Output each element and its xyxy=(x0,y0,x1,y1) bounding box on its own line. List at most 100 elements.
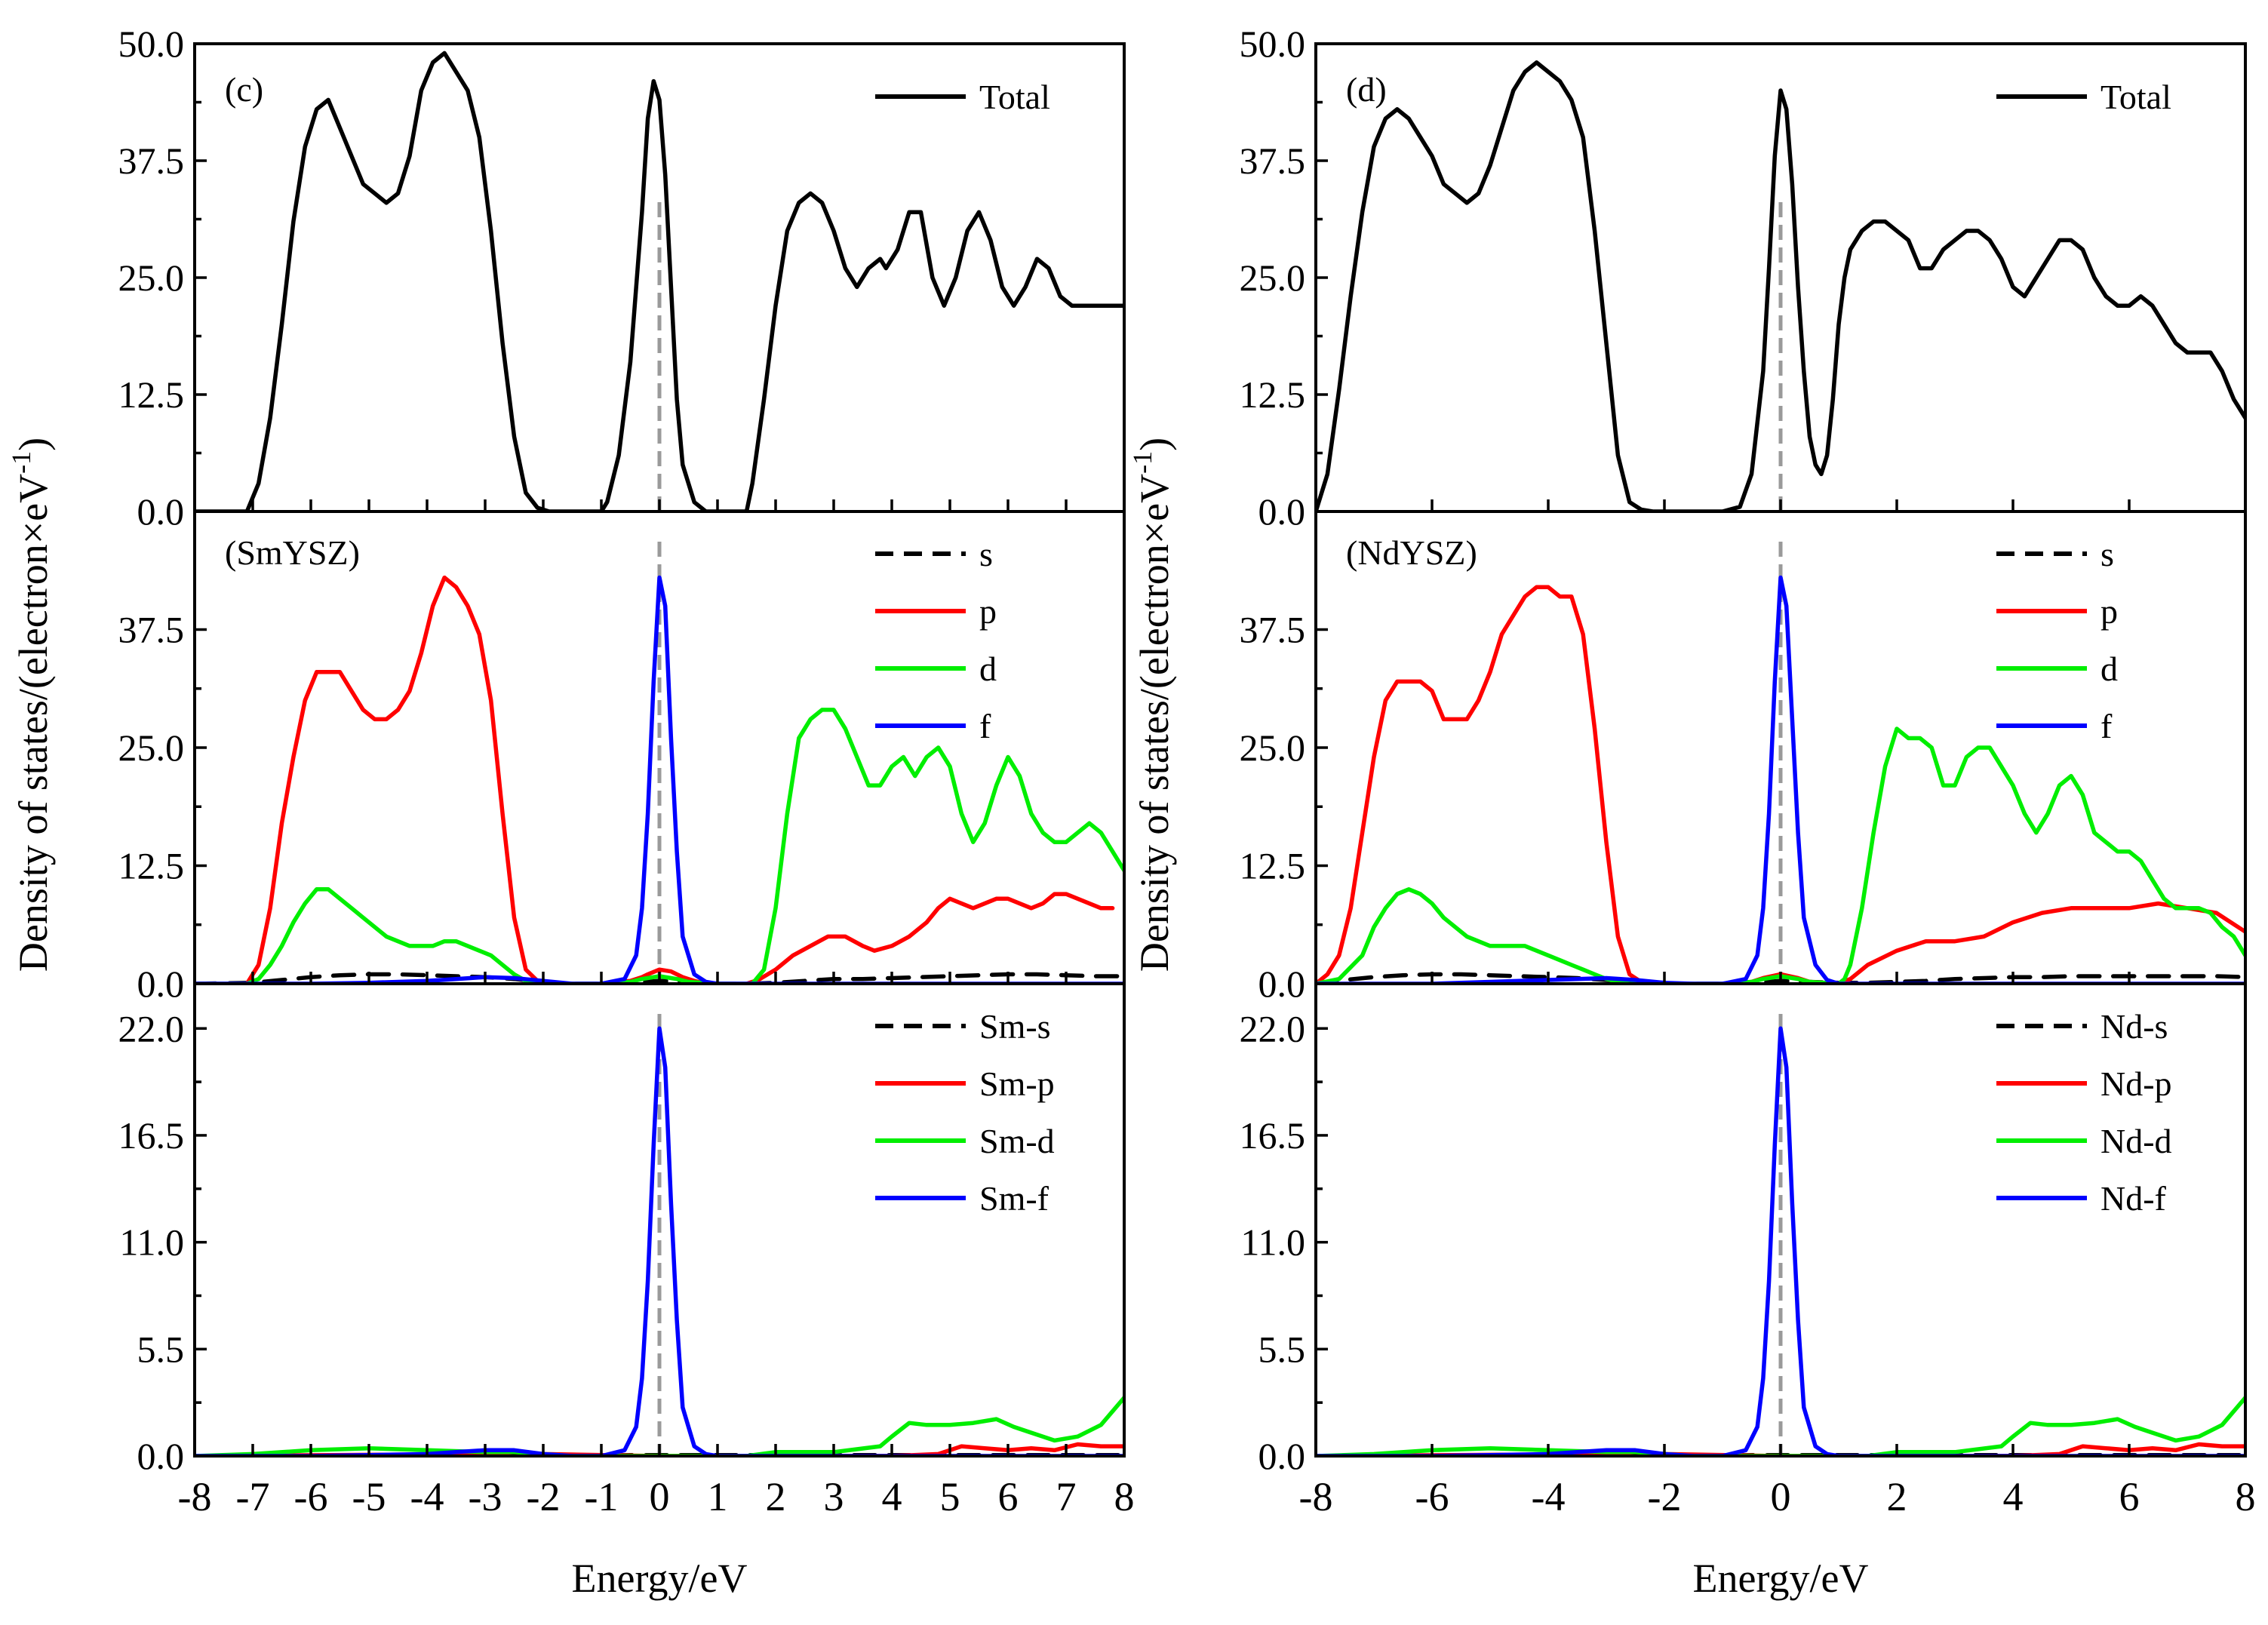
legend-label-s: s xyxy=(979,535,993,573)
y-axis-label: Density of states/(electron×eV-1) xyxy=(6,438,56,972)
x-tick-label: 1 xyxy=(708,1474,728,1519)
series-group xyxy=(195,575,1124,984)
y-axis-label-main: Density of states/(electron×eV xyxy=(1132,474,1177,972)
legend: Total xyxy=(1996,78,2171,116)
y-tick-label: 37.5 xyxy=(118,609,185,651)
x-tick-label: 2 xyxy=(1887,1474,1907,1519)
legend-label-d: d xyxy=(979,650,997,688)
y-tick-label: 37.5 xyxy=(1240,609,1306,651)
x-tick-label: -8 xyxy=(178,1474,212,1519)
subplot-nd-1: 0.0 12.5 25.0 37.5 50.0 (d) Total xyxy=(1240,23,2247,533)
x-tick-label: 4 xyxy=(2003,1474,2024,1519)
y-tick-label: 0.0 xyxy=(1258,490,1306,533)
x-tick-label: 7 xyxy=(1056,1474,1077,1519)
y-tick-label: 0.0 xyxy=(137,963,185,1005)
y-tick-label: 50.0 xyxy=(1240,23,1306,65)
y-axis-label: Density of states/(electron×eV-1) xyxy=(1127,438,1177,972)
series-line-nd-d xyxy=(1316,1395,2245,1456)
series-group xyxy=(1316,60,2245,511)
x-tick-label: 0 xyxy=(1771,1474,1791,1519)
legend-label-f: f xyxy=(2101,707,2113,745)
y-tick-label: 0.0 xyxy=(1258,963,1306,1005)
series-line-total xyxy=(195,51,1124,511)
y-axis-label-sup: -1 xyxy=(6,451,36,474)
legend-label-total: Total xyxy=(2101,78,2171,116)
legend-label-sm-d: Sm-d xyxy=(979,1122,1055,1160)
panel-tag: (c) xyxy=(225,70,263,109)
series-line-sm-d xyxy=(195,1395,1124,1456)
x-tick-label: 8 xyxy=(1114,1474,1135,1519)
x-tick-label: 0 xyxy=(650,1474,670,1519)
x-tick-label: -8 xyxy=(1299,1474,1333,1519)
x-tick-label: 6 xyxy=(998,1474,1019,1519)
x-tick-label: -5 xyxy=(352,1474,386,1519)
y-tick-label: 16.5 xyxy=(118,1114,185,1157)
y-tick-label: 12.5 xyxy=(118,845,185,887)
legend-label-s: s xyxy=(2101,535,2114,573)
series-line-p xyxy=(195,575,1115,984)
y-tick-label: 37.5 xyxy=(1240,140,1306,182)
y-tick-label: 12.5 xyxy=(118,373,185,416)
y-tick-label: 22.0 xyxy=(118,1007,185,1049)
panel-smysz: 0.0 12.5 25.0 37.5 50.0 (c) Total 0.0 12.5 25.0 37… xyxy=(6,23,1135,1601)
x-tick-label: -6 xyxy=(294,1474,328,1519)
panel-ndysz: 0.0 12.5 25.0 37.5 50.0 (d) Total 0.0 12.5 25.0 37… xyxy=(1127,23,2256,1601)
y-axis-label-close: ) xyxy=(1132,438,1177,451)
x-tick-label: -3 xyxy=(469,1474,502,1519)
y-tick-label: 12.5 xyxy=(1240,845,1306,887)
x-tick-label: -7 xyxy=(236,1474,270,1519)
legend-label-d: d xyxy=(2101,650,2118,688)
series-group xyxy=(1316,575,2245,984)
y-tick-label: 25.0 xyxy=(118,726,185,769)
subplot-sm-1: 0.0 12.5 25.0 37.5 50.0 (c) Total xyxy=(118,23,1126,533)
x-tick-label: -4 xyxy=(410,1474,444,1519)
series-line-nd-f xyxy=(1316,1026,2245,1456)
x-tick-label: 3 xyxy=(824,1474,844,1519)
x-axis-label: Energy/eV xyxy=(572,1556,748,1601)
legend-label-nd-p: Nd-p xyxy=(2101,1064,2172,1103)
series-line-d xyxy=(1316,726,2245,984)
y-tick-label: 12.5 xyxy=(1240,373,1306,416)
x-tick-label: -4 xyxy=(1532,1474,1566,1519)
series-line-s xyxy=(1316,972,2245,984)
legend-label-sm-f: Sm-f xyxy=(979,1179,1049,1218)
y-tick-label: 5.5 xyxy=(1258,1328,1306,1370)
legend-label-p: p xyxy=(979,592,997,631)
x-tick-label: -1 xyxy=(585,1474,619,1519)
y-tick-label: 11.0 xyxy=(119,1221,184,1264)
y-tick-label: 50.0 xyxy=(118,23,185,65)
y-tick-label: 5.5 xyxy=(137,1328,185,1370)
x-tick-label: 6 xyxy=(2119,1474,2140,1519)
legend-label-nd-f: Nd-f xyxy=(2101,1179,2167,1218)
y-tick-label: 0.0 xyxy=(137,1435,185,1477)
subplot-nd-3: 0.0 5.5 11.0 16.5 22.0 Nd-s Nd-p Nd-d Nd-f -8 -6 -4… xyxy=(1240,982,2256,1519)
legend-label-sm-p: Sm-p xyxy=(979,1064,1055,1103)
y-axis-label-close: ) xyxy=(11,438,56,451)
x-tick-label: -6 xyxy=(1415,1474,1449,1519)
subplot-sm-3: 0.0 5.5 11.0 16.5 22.0 Sm-s Sm-p Sm-d Sm-f -8 -7 -6… xyxy=(118,982,1135,1519)
x-axis-label: Energy/eV xyxy=(1693,1556,1869,1601)
series-line-sm-f xyxy=(195,1026,1124,1456)
legend-label-total: Total xyxy=(979,78,1050,116)
panel-tag: (SmYSZ) xyxy=(225,533,360,572)
x-tick-label: 4 xyxy=(882,1474,902,1519)
legend: Sm-s Sm-p Sm-d Sm-f xyxy=(875,1007,1055,1218)
y-tick-label: 0.0 xyxy=(137,490,185,533)
y-tick-label: 37.5 xyxy=(118,140,185,182)
legend: Total xyxy=(875,78,1050,116)
legend-label-nd-d: Nd-d xyxy=(2101,1122,2172,1160)
legend-label-nd-s: Nd-s xyxy=(2101,1007,2168,1046)
series-line-s xyxy=(195,972,1124,984)
y-tick-label: 25.0 xyxy=(1240,256,1306,299)
series-line-f xyxy=(1316,575,2245,984)
x-tick-label: -2 xyxy=(527,1474,561,1519)
y-axis-label-main: Density of states/(electron×eV xyxy=(11,474,56,972)
x-tick-label: 8 xyxy=(2236,1474,2256,1519)
y-tick-label: 11.0 xyxy=(1240,1221,1305,1264)
series-line-total xyxy=(1316,60,2245,511)
